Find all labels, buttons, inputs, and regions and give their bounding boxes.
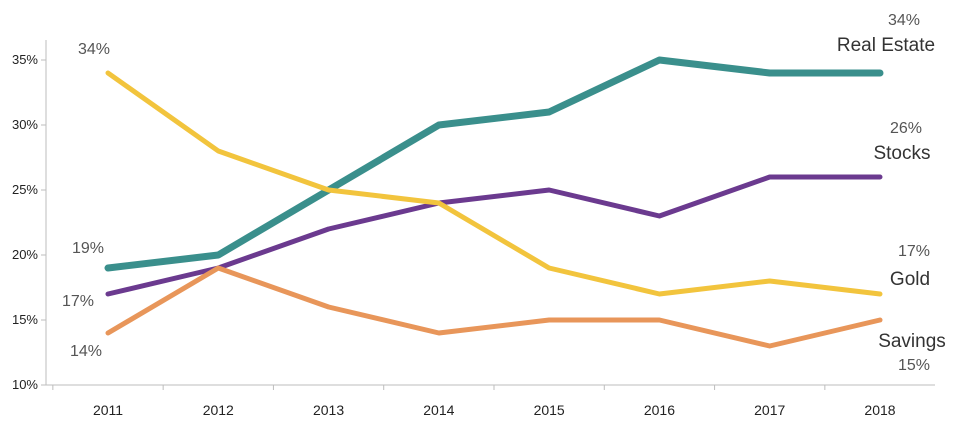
series-line-stocks — [105, 174, 883, 297]
x-tick-label: 2017 — [754, 402, 785, 418]
x-tick-label: 2015 — [534, 402, 565, 418]
series-name-label-gold: Gold — [890, 269, 930, 290]
y-tick-label: 10% — [12, 377, 38, 392]
y-tick-label: 20% — [12, 247, 38, 262]
start-value-label-gold: 34% — [78, 41, 110, 58]
start-value-label-stocks: 17% — [62, 293, 94, 310]
x-tick-label: 2013 — [313, 402, 344, 418]
x-tick-label: 2016 — [644, 402, 675, 418]
series-line-real-estate — [104, 56, 884, 272]
y-tick-label: 15% — [12, 312, 38, 327]
y-tick-label: 25% — [12, 182, 38, 197]
end-value-label-gold: 17% — [898, 243, 930, 260]
series-name-label-stocks: Stocks — [873, 143, 930, 164]
x-tick-label: 2014 — [423, 402, 454, 418]
start-value-label-savings: 14% — [70, 343, 102, 360]
x-tick-label: 2018 — [864, 402, 895, 418]
start-value-label-real-estate: 19% — [72, 240, 104, 257]
series-name-label-savings: Savings — [878, 331, 946, 352]
end-value-label-stocks: 26% — [890, 120, 922, 137]
x-tick-label: 2012 — [203, 402, 234, 418]
axes: 10% 15% 20% 25% 30% 35% 2011 2012 2013 2014 2015 20… — [12, 40, 935, 418]
y-tick-label: 30% — [12, 117, 38, 132]
end-value-label-savings: 15% — [898, 357, 930, 374]
series-name-label-real-estate: Real Estate — [837, 35, 935, 56]
series-line-gold — [105, 70, 883, 297]
y-tick-label: 35% — [12, 52, 38, 67]
end-value-label-real-estate: 34% — [888, 12, 920, 29]
data-labels: 19% 34% Real Estate 17% 26% Stocks 34% 17% Gold 1… — [62, 12, 946, 374]
series-lines — [104, 56, 884, 349]
series-line-savings — [105, 265, 883, 349]
x-tick-label: 2011 — [93, 402, 123, 418]
